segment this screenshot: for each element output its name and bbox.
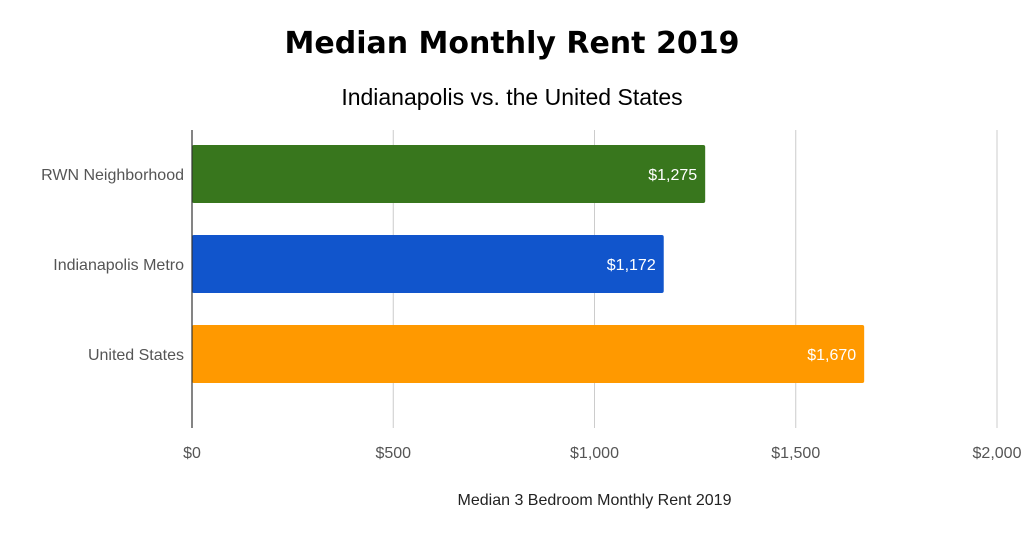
x-axis-title: Median 3 Bedroom Monthly Rent 2019	[458, 492, 732, 509]
chart-subtitle: Indianapolis vs. the United States	[341, 84, 683, 110]
x-tick-label: $2,000	[973, 445, 1022, 462]
bar-value-label: $1,275	[648, 167, 697, 184]
bar	[192, 145, 706, 203]
category-label: United States	[88, 347, 184, 364]
bars: $1,275 $1,172 $1,670	[192, 145, 865, 383]
bar	[192, 235, 664, 293]
bar	[192, 325, 865, 383]
chart-title: Median Monthly Rent 2019	[284, 26, 740, 61]
category-labels: RWN Neighborhood Indianapolis Metro United…	[41, 167, 184, 364]
x-tick-labels: $0 $500 $1,000 $1,500 $2,000	[183, 445, 1021, 462]
x-tick-label: $1,000	[570, 445, 619, 462]
x-tick-label: $500	[375, 445, 411, 462]
category-label: RWN Neighborhood	[41, 167, 184, 184]
x-tick-label: $1,500	[771, 445, 820, 462]
bar-value-label: $1,670	[807, 347, 856, 364]
x-tick-label: $0	[183, 445, 201, 462]
bar-value-label: $1,172	[607, 257, 656, 274]
category-label: Indianapolis Metro	[53, 257, 184, 274]
